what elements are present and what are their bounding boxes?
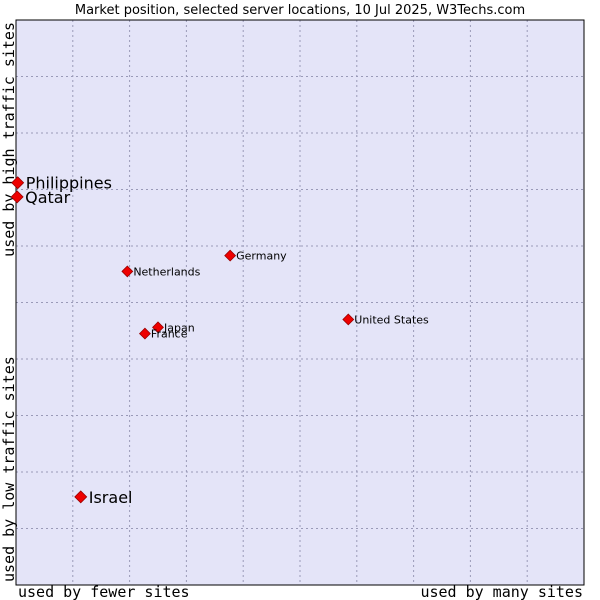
y-axis-label-top: used by high traffic sites [0, 22, 18, 257]
point-marker-qatar [10, 190, 24, 204]
x-axis-label-left: used by fewer sites [18, 583, 190, 600]
point-label-japan: Japan [163, 321, 195, 334]
point-label-philippines: Philippines [26, 174, 112, 193]
point-marker-netherlands [121, 265, 134, 278]
point-marker-japan [152, 321, 164, 334]
point-label-france: France [151, 328, 188, 341]
point-marker-france [138, 327, 151, 340]
point-label-germany: Germany [236, 250, 287, 263]
grid-lines [16, 20, 584, 585]
point-marker-united-states [342, 313, 355, 326]
point-marker-germany [224, 249, 237, 262]
point-label-united-states: United States [354, 313, 429, 326]
chart-title: Market position, selected server locatio… [75, 3, 525, 18]
point-label-netherlands: Netherlands [133, 265, 200, 278]
point-label-qatar: Qatar [25, 188, 70, 207]
x-axis-label-right: used by many sites [420, 583, 583, 600]
point-marker-israel [74, 490, 88, 504]
plot-border [15, 19, 585, 586]
point-label-israel: Israel [89, 488, 133, 507]
y-axis-label-bottom: used by low traffic sites [0, 356, 18, 582]
point-marker-philippines [11, 176, 25, 190]
